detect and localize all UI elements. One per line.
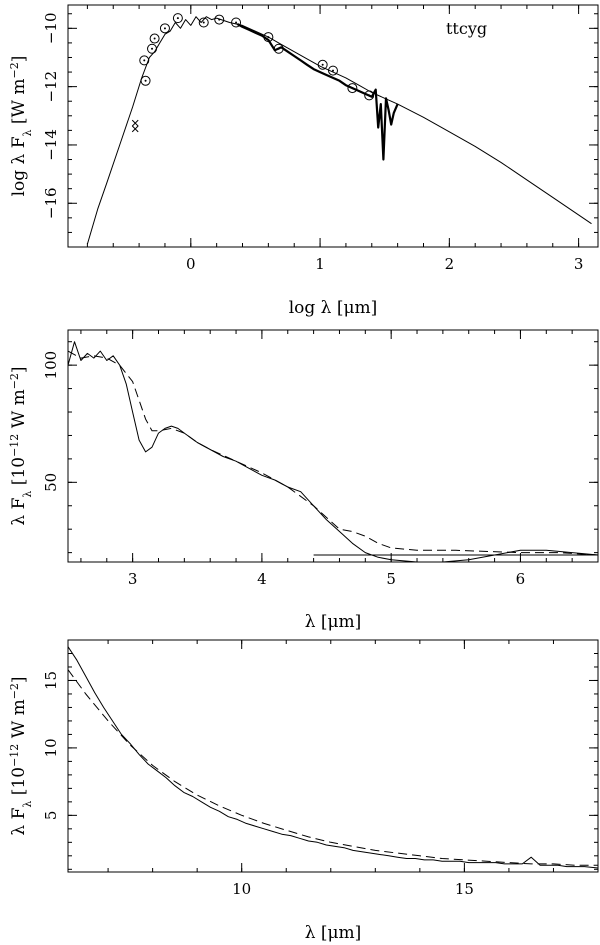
photometry-point-center <box>143 59 146 62</box>
panel-sed-ticks <box>68 5 598 248</box>
panel-mid-ir: 10 15 5 10 15 λ Fλ [10−12 W m−2] λ [μm] <box>8 639 599 943</box>
y-tick-label: −16 <box>42 187 60 219</box>
x-tick-label: 5 <box>386 570 396 588</box>
photometry-point <box>214 14 225 25</box>
panel-mid-ir-y-axis-title: λ Fλ [10−12 W m−2] <box>8 676 34 835</box>
y-tick-label: 10 <box>42 738 60 757</box>
photometry-point-center <box>151 47 154 50</box>
x-tick-label: 2 <box>445 255 455 273</box>
photometry-point-center <box>267 36 270 39</box>
x-tick-label: 3 <box>128 570 138 588</box>
panel-near-ir-tick-labels: 3 4 5 6 50 100 <box>42 351 525 588</box>
series-observed <box>68 341 598 562</box>
photometry-point-center <box>332 69 334 72</box>
panel-sed-frame <box>67 4 599 248</box>
x-tick-label: 1 <box>315 255 325 273</box>
panel-sed-y-axis-title: log λ Fλ [W m−2] <box>8 56 34 197</box>
y-tick-label: 5 <box>42 811 60 821</box>
photometry-point <box>263 32 274 43</box>
x-tick-label: 15 <box>455 880 474 898</box>
series-model <box>86 16 592 245</box>
panel-near-ir-series <box>68 341 598 562</box>
series-model <box>68 669 598 866</box>
panel-sed-annotation: ttcyg <box>446 19 487 38</box>
photometry-point-center <box>321 63 324 66</box>
photometry-point <box>347 83 358 94</box>
y-tick-label: −10 <box>42 12 60 44</box>
y-tick-label: 100 <box>42 351 60 380</box>
y-tick-label: −12 <box>42 71 60 103</box>
photometry-point <box>140 75 151 86</box>
series-model <box>68 350 598 556</box>
panel-sed-x-axis-title: log λ [μm] <box>289 298 378 318</box>
cross-marker <box>131 119 139 127</box>
x-tick-label: 3 <box>574 255 584 273</box>
photometry-point-center <box>202 21 205 24</box>
photometry-point <box>139 55 150 66</box>
y-tick-label: 50 <box>42 473 60 492</box>
photometry-point-center <box>351 87 354 90</box>
panel-mid-ir-ticks <box>68 639 599 872</box>
photometry-point <box>231 17 242 28</box>
photometry-point <box>159 23 170 34</box>
photometry-point-center <box>218 18 221 21</box>
x-tick-label: 0 <box>186 255 196 273</box>
series-iso-spectrum <box>236 23 399 161</box>
series-observed <box>68 646 598 869</box>
cross-marker <box>131 125 139 133</box>
photometry-point <box>364 90 375 101</box>
photometry-point-center <box>176 17 179 20</box>
panel-near-ir-x-axis-title: λ [μm] <box>305 612 362 632</box>
y-tick-label: 15 <box>42 671 60 690</box>
photometry-point <box>147 43 158 54</box>
photometry-point <box>328 65 338 76</box>
panel-sed-series <box>86 16 592 245</box>
panel-near-ir-frame <box>67 329 599 563</box>
panel-mid-ir-frame <box>67 639 599 873</box>
y-tick-label: −14 <box>42 129 60 161</box>
photometry-point <box>198 17 209 28</box>
photometry-point-center <box>368 94 371 97</box>
photometry-point-center <box>277 47 280 50</box>
photometry-point <box>317 59 328 70</box>
panel-near-ir-ticks <box>68 330 599 562</box>
photometry-point <box>273 43 284 54</box>
panel-sed-photometry <box>131 13 375 133</box>
photometry-point <box>172 13 183 24</box>
photometry-point-center <box>144 79 147 82</box>
x-tick-label: 6 <box>516 570 526 588</box>
x-tick-label: 4 <box>257 570 267 588</box>
photometry-point-center <box>163 27 166 30</box>
x-tick-label: 10 <box>232 880 251 898</box>
panel-near-ir: 3 4 5 6 50 100 λ Fλ [10−12 W m−2] λ [μm] <box>8 329 599 632</box>
panel-sed: 0 1 2 3−10−12−14−16 ttcyg log λ Fλ [W m−2] … <box>8 4 599 318</box>
photometry-point-center <box>235 21 238 24</box>
panel-mid-ir-x-axis-title: λ [μm] <box>305 923 362 943</box>
panel-near-ir-y-axis-title: λ Fλ [10−12 W m−2] <box>8 366 34 525</box>
photometry-point <box>149 33 160 44</box>
panel-sed-tick-labels: 0 1 2 3 −10 −12 −14 −16 <box>42 12 583 273</box>
panel-mid-ir-tick-labels: 10 15 5 10 15 <box>42 671 474 898</box>
panel-mid-ir-series <box>68 646 598 869</box>
photometry-point-center <box>153 37 156 40</box>
